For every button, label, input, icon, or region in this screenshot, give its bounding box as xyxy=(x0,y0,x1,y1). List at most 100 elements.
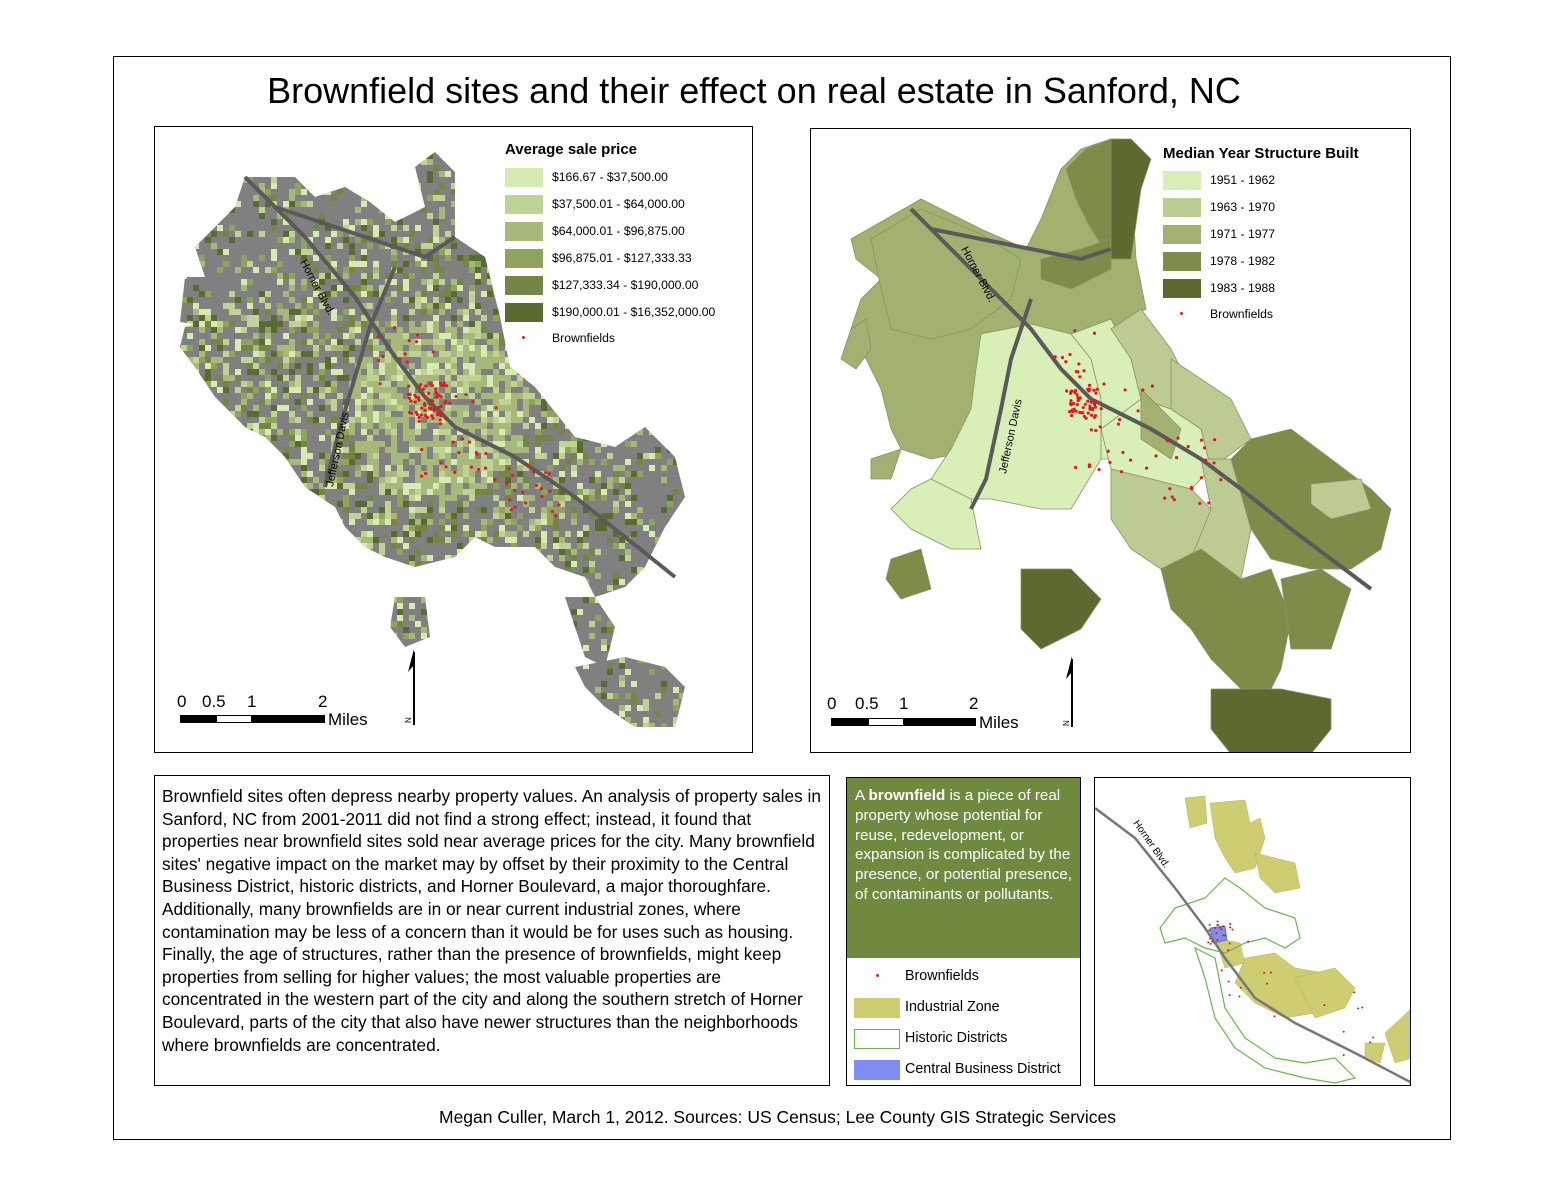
price-cell xyxy=(217,453,223,459)
price-cell xyxy=(565,495,571,501)
price-cell xyxy=(571,447,577,453)
price-cell xyxy=(295,549,301,555)
price-cell xyxy=(385,591,391,597)
price-cell xyxy=(457,321,463,327)
price-cell xyxy=(589,411,595,417)
price-cell xyxy=(649,152,655,153)
price-cell xyxy=(553,417,559,423)
price-cell xyxy=(415,471,421,477)
price-cell xyxy=(451,627,457,633)
price-cell xyxy=(235,609,241,615)
price-cell xyxy=(205,315,211,321)
price-cell xyxy=(265,561,271,567)
price-cell xyxy=(180,495,181,501)
price-cell xyxy=(343,645,349,651)
price-cell xyxy=(667,159,673,165)
price-cell xyxy=(325,333,331,339)
price-cell xyxy=(421,357,427,363)
price-cell xyxy=(409,513,415,519)
brownfield-point xyxy=(428,398,432,402)
price-cell xyxy=(649,723,655,727)
price-cell xyxy=(355,393,361,399)
brownfield-point xyxy=(376,335,380,339)
price-cell xyxy=(283,459,289,465)
price-cell xyxy=(637,645,643,651)
brownfield-point xyxy=(1209,942,1212,945)
price-cell xyxy=(673,555,679,561)
brownfield-point xyxy=(453,470,457,474)
price-cell xyxy=(361,219,367,225)
brownfield-point xyxy=(1168,487,1172,491)
price-cell xyxy=(265,603,271,609)
price-cell xyxy=(709,345,715,351)
price-cell xyxy=(181,459,187,465)
price-cell xyxy=(469,471,475,477)
price-cell xyxy=(433,345,439,351)
price-cell xyxy=(721,537,727,543)
price-cell xyxy=(541,633,547,639)
price-cell xyxy=(583,405,589,411)
price-cell xyxy=(613,471,619,477)
price-cell xyxy=(571,399,577,405)
price-cell xyxy=(223,453,229,459)
price-cell xyxy=(223,441,229,447)
price-cell xyxy=(667,495,673,501)
price-cell xyxy=(223,657,229,663)
price-cell xyxy=(715,405,721,411)
price-cell xyxy=(409,447,415,453)
price-cell xyxy=(331,651,337,657)
price-cell xyxy=(499,603,505,609)
price-cell xyxy=(721,273,727,279)
price-cell xyxy=(283,309,289,315)
price-cell xyxy=(541,405,547,411)
price-cell xyxy=(205,357,211,363)
price-cell xyxy=(487,273,493,279)
price-cell xyxy=(247,657,253,663)
price-cell xyxy=(439,237,445,243)
price-cell xyxy=(397,537,403,543)
price-cell xyxy=(265,495,271,501)
price-cell xyxy=(325,741,331,747)
price-cell xyxy=(703,405,709,411)
price-cell xyxy=(571,729,577,735)
price-cell xyxy=(439,291,445,297)
price-cell xyxy=(349,285,355,291)
price-cell xyxy=(343,333,349,339)
price-cell xyxy=(589,597,595,603)
price-cell xyxy=(469,327,475,333)
price-cell xyxy=(205,525,211,531)
price-cell xyxy=(331,423,337,429)
price-cell xyxy=(337,441,343,447)
price-cell xyxy=(565,393,571,399)
price-cell xyxy=(697,375,703,381)
brownfield-point xyxy=(1108,460,1112,465)
price-cell xyxy=(187,651,193,657)
price-cell xyxy=(691,225,697,231)
price-cell xyxy=(427,357,433,363)
price-cell xyxy=(271,369,277,375)
price-cell xyxy=(355,375,361,381)
brownfield-point xyxy=(1075,402,1079,407)
price-cell xyxy=(265,525,271,531)
price-cell xyxy=(487,375,493,381)
price-cell xyxy=(181,351,187,357)
price-cell xyxy=(301,561,307,567)
price-cell xyxy=(421,729,427,735)
price-cell xyxy=(673,177,679,183)
price-cell xyxy=(301,309,307,315)
price-cell xyxy=(301,405,307,411)
price-cell xyxy=(301,171,307,177)
price-cell xyxy=(493,345,499,351)
price-cell xyxy=(337,471,343,477)
price-cell xyxy=(541,327,547,333)
price-cell xyxy=(295,501,301,507)
price-cell xyxy=(553,633,559,639)
legend-swatch xyxy=(1163,252,1201,271)
price-cell xyxy=(319,213,325,219)
price-cell xyxy=(409,159,415,165)
price-cell xyxy=(193,465,199,471)
price-cell xyxy=(259,531,265,537)
price-cell xyxy=(301,441,307,447)
price-cell xyxy=(421,459,427,465)
price-cell xyxy=(397,669,403,675)
